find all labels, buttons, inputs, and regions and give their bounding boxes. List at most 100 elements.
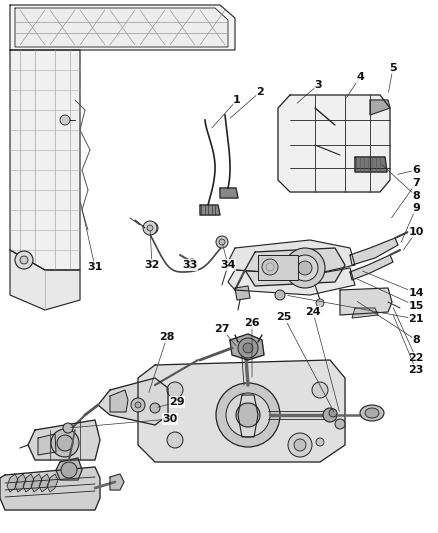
Text: 10: 10 xyxy=(408,227,424,237)
Circle shape xyxy=(292,255,318,281)
Text: 33: 33 xyxy=(182,260,198,270)
Bar xyxy=(258,255,298,280)
Text: 2: 2 xyxy=(256,87,264,97)
Polygon shape xyxy=(200,205,220,215)
Polygon shape xyxy=(278,95,390,192)
Circle shape xyxy=(51,429,79,457)
Circle shape xyxy=(236,403,260,427)
Polygon shape xyxy=(98,378,168,425)
Circle shape xyxy=(243,343,253,353)
Text: 24: 24 xyxy=(305,307,321,317)
Circle shape xyxy=(131,398,145,412)
Circle shape xyxy=(329,409,337,417)
Text: 8: 8 xyxy=(412,191,420,201)
Polygon shape xyxy=(15,474,26,492)
Polygon shape xyxy=(228,240,355,275)
Polygon shape xyxy=(10,250,80,310)
Text: 32: 32 xyxy=(144,260,160,270)
Circle shape xyxy=(60,115,70,125)
Text: 21: 21 xyxy=(408,314,424,324)
Polygon shape xyxy=(23,474,34,492)
Polygon shape xyxy=(350,255,393,280)
Circle shape xyxy=(143,221,157,235)
Polygon shape xyxy=(10,5,235,50)
Polygon shape xyxy=(15,8,228,47)
Circle shape xyxy=(135,402,141,408)
Circle shape xyxy=(219,239,225,245)
Polygon shape xyxy=(230,334,264,360)
Polygon shape xyxy=(47,474,58,492)
Polygon shape xyxy=(138,360,345,462)
Polygon shape xyxy=(238,395,258,437)
Polygon shape xyxy=(355,157,387,172)
Circle shape xyxy=(146,222,158,234)
Text: 15: 15 xyxy=(408,301,424,311)
Polygon shape xyxy=(31,474,42,492)
Ellipse shape xyxy=(360,405,384,421)
Circle shape xyxy=(61,462,77,478)
Text: 30: 30 xyxy=(162,414,178,424)
Circle shape xyxy=(316,299,324,307)
Polygon shape xyxy=(38,434,56,455)
Circle shape xyxy=(335,419,345,429)
Polygon shape xyxy=(10,50,80,270)
Text: 28: 28 xyxy=(159,332,175,342)
Text: 29: 29 xyxy=(169,397,185,407)
Circle shape xyxy=(312,382,328,398)
Circle shape xyxy=(15,251,33,269)
Polygon shape xyxy=(352,308,378,318)
Polygon shape xyxy=(235,286,250,300)
Polygon shape xyxy=(110,474,124,490)
Text: 31: 31 xyxy=(87,262,102,272)
Polygon shape xyxy=(245,248,345,286)
Circle shape xyxy=(316,438,324,446)
Circle shape xyxy=(167,382,183,398)
Text: 1: 1 xyxy=(233,95,241,105)
Circle shape xyxy=(323,408,337,422)
Circle shape xyxy=(238,338,258,358)
Circle shape xyxy=(262,259,278,275)
Polygon shape xyxy=(0,467,100,510)
Circle shape xyxy=(167,432,183,448)
Circle shape xyxy=(147,225,153,231)
Circle shape xyxy=(298,261,312,275)
Circle shape xyxy=(20,256,28,264)
Circle shape xyxy=(288,433,312,457)
Circle shape xyxy=(285,248,325,288)
Text: 3: 3 xyxy=(314,80,322,90)
Text: 4: 4 xyxy=(356,72,364,82)
Text: 9: 9 xyxy=(412,203,420,213)
Text: 8: 8 xyxy=(412,335,420,345)
Polygon shape xyxy=(340,288,392,315)
Text: 5: 5 xyxy=(389,63,397,73)
Circle shape xyxy=(216,383,280,447)
Polygon shape xyxy=(370,100,390,115)
Text: 7: 7 xyxy=(412,178,420,188)
Text: 26: 26 xyxy=(244,318,260,328)
Polygon shape xyxy=(56,458,82,480)
Circle shape xyxy=(150,403,160,413)
Text: 23: 23 xyxy=(408,365,424,375)
Circle shape xyxy=(149,225,155,231)
Polygon shape xyxy=(28,420,100,460)
Circle shape xyxy=(294,439,306,451)
Text: 27: 27 xyxy=(214,324,230,334)
Text: 14: 14 xyxy=(408,288,424,298)
Circle shape xyxy=(275,290,285,300)
Text: 34: 34 xyxy=(220,260,236,270)
Polygon shape xyxy=(228,268,355,295)
Text: 22: 22 xyxy=(408,353,424,363)
Polygon shape xyxy=(39,474,50,492)
Circle shape xyxy=(187,259,197,269)
Circle shape xyxy=(57,435,73,451)
Text: 25: 25 xyxy=(276,312,292,322)
Polygon shape xyxy=(350,238,398,265)
Circle shape xyxy=(226,393,270,437)
Ellipse shape xyxy=(365,408,379,418)
Polygon shape xyxy=(7,474,18,492)
Circle shape xyxy=(216,236,228,248)
Polygon shape xyxy=(110,390,128,412)
Text: 6: 6 xyxy=(412,165,420,175)
Polygon shape xyxy=(220,188,238,198)
Circle shape xyxy=(63,423,73,433)
